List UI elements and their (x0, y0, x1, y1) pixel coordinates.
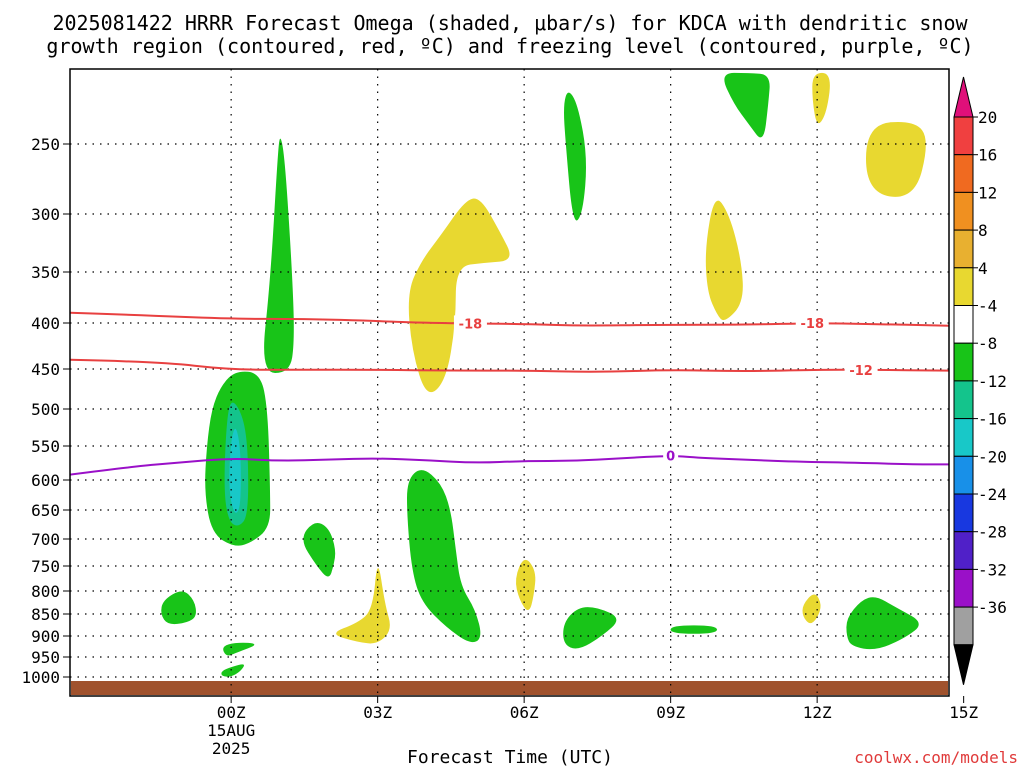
omega-region-upper-green-spike-01z (264, 138, 294, 373)
omega-region-green-bar-09z (670, 625, 717, 634)
y-tick-label-350: 350 (31, 263, 60, 282)
colorbar-label--4: -4 (978, 297, 997, 316)
omega-region-green-small-bottom-00z (221, 664, 244, 677)
omega-region-green-blob-m1 (161, 591, 196, 625)
colorbar-label--28: -28 (978, 523, 1007, 542)
omega-region-yellow-upper-mid-04z (408, 198, 510, 393)
omega-region-yellow-top-14z (866, 121, 926, 197)
colorbar-label-20: 20 (978, 108, 997, 127)
y-tick-label-450: 450 (31, 360, 60, 379)
contour-label--12-0: -12 (849, 364, 873, 379)
x-tick-sublabel-15AUG: 15AUG (207, 721, 255, 740)
colorbar-label--24: -24 (978, 485, 1007, 504)
x-tick-label-03Z: 03Z (363, 703, 392, 722)
colorbar-bin-12 (953, 191, 974, 231)
colorbar-bin-8 (953, 229, 974, 269)
y-tick-label-250: 250 (31, 135, 60, 154)
omega-region-yellow-low-12z (802, 594, 821, 624)
colorbar-label--36: -36 (978, 598, 1007, 617)
y-tick-label-600: 600 (31, 471, 60, 490)
omega-region-cyan-core-00z (229, 428, 241, 513)
colorbar-label-4: 4 (978, 259, 988, 278)
grid-lines (70, 69, 949, 696)
chart-title-line-2: growth region (contoured, red, ºC) and f… (46, 34, 973, 58)
colorbar-bin--32 (953, 568, 974, 608)
contour-label-0-0: 0 (666, 450, 675, 465)
colorbar-bin--8 (953, 342, 974, 382)
colorbar-label--12: -12 (978, 372, 1007, 391)
omega-region-yellow-mid-10z (705, 200, 743, 321)
omega-region-yellow-low-03z (336, 568, 390, 644)
colorbar-bin--16 (953, 418, 974, 457)
contour-line--12 (70, 358, 949, 373)
y-tick-label-1000: 1000 (21, 668, 60, 687)
colorbar-bin-4 (953, 267, 974, 306)
colorbar-max-triangle (953, 76, 974, 118)
ground-surface-band (71, 681, 948, 695)
contour-lines: -18 -18 -12 0 (70, 311, 949, 476)
colorbar-label-12: 12 (978, 183, 997, 202)
contour-label-bg--18-0 (453, 315, 487, 332)
x-tick-label-09Z: 09Z (656, 703, 685, 722)
colorbar-label--8: -8 (978, 334, 997, 353)
y-tick-label-950: 950 (31, 648, 60, 667)
colorbar-min-triangle (953, 644, 974, 685)
x-tick-label-06Z: 06Z (510, 703, 539, 722)
colorbar-bin--24 (953, 493, 974, 533)
colorbar-bin-16 (953, 154, 974, 193)
colorbar-bin--12 (953, 380, 974, 420)
omega-region-green-mid-low-04z (407, 470, 481, 643)
x-axis-label: Forecast Time (UTC) (407, 747, 613, 768)
y-tick-label-650: 650 (31, 501, 60, 520)
colorbar-label--20: -20 (978, 447, 1007, 466)
plot-frame (69, 68, 950, 697)
colorbar-label--32: -32 (978, 560, 1007, 579)
colorbar-legend: 20 16 12 8 4 -4 -8 -12 -16 -20 -24 -28 -32 -36 (953, 76, 1007, 685)
contour-label--18-1: -18 (801, 317, 825, 332)
omega-region-green-blob-0130 (303, 522, 336, 577)
contour-label-bg--18-1 (795, 315, 829, 332)
colorbar-bin--4 (953, 305, 974, 344)
x-tick-label-00Z: 00Z (217, 703, 246, 722)
chart-title-line-1: 2025081422 HRRR Forecast Omega (shaded, … (52, 11, 968, 35)
x-tick-sublabel-2025: 2025 (212, 739, 251, 758)
y-tick-label-300: 300 (31, 205, 60, 224)
omega-region-green-low-13z (846, 597, 919, 650)
omega-region-yellow-top-12z (812, 72, 830, 124)
y-tick-label-750: 750 (31, 557, 60, 576)
omega-region-green-spike-07z (564, 92, 586, 221)
colorbar-bin-20 (953, 116, 974, 156)
contour-label-bg--12-0 (844, 361, 878, 378)
colorbar-bin--36 (953, 606, 974, 646)
y-tick-label-550: 550 (31, 437, 60, 456)
y-tick-label-400: 400 (31, 314, 60, 333)
contour-line--18 (70, 311, 949, 327)
omega-region-green-small-lower-00z (223, 642, 255, 656)
colorbar-label-8: 8 (978, 221, 988, 240)
colorbar-label-16: 16 (978, 146, 997, 165)
y-tick-label-500: 500 (31, 400, 60, 419)
pressure-axis: 250 300 350 400 450 500 550 600 650 700 750 800 850 9… (21, 135, 70, 687)
x-tick-label-15Z: 15Z (949, 703, 978, 722)
omega-region-green-low-07z (563, 607, 617, 649)
colorbar-bin--20 (953, 455, 974, 495)
credit-text: coolwx.com/models (854, 748, 1018, 767)
colorbar-label--16: -16 (978, 410, 1007, 429)
contour-label-bg-0-0 (663, 447, 679, 464)
contour-line-0 (70, 455, 949, 476)
contour-label--18-0: -18 (459, 317, 483, 332)
x-tick-label-12Z: 12Z (803, 703, 832, 722)
y-tick-label-900: 900 (31, 627, 60, 646)
y-tick-label-700: 700 (31, 530, 60, 549)
y-tick-label-850: 850 (31, 605, 60, 624)
y-tick-label-800: 800 (31, 582, 60, 601)
omega-shading (161, 72, 926, 688)
omega-region-green-top-10z (724, 72, 770, 138)
colorbar-bin--28 (953, 531, 974, 570)
omega-region-yellow-low-06z (516, 559, 536, 611)
